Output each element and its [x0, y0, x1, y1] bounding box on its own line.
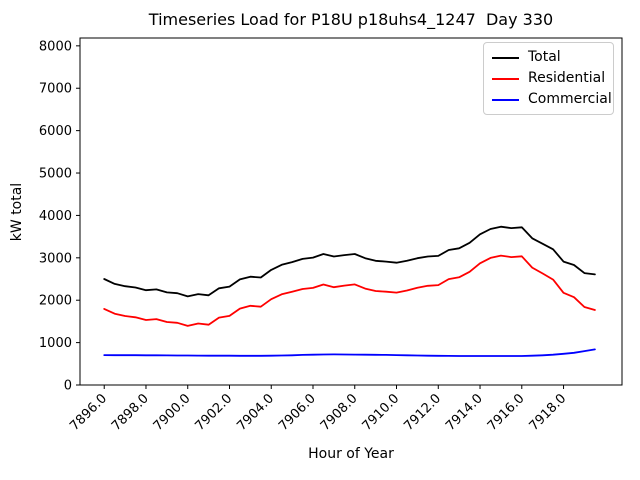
- x-axis-label: Hour of Year: [308, 446, 394, 462]
- series-line-total: [103, 225, 596, 298]
- legend-item-commercial: Commercial: [492, 89, 612, 110]
- x-tick-label: 7900.0: [151, 391, 194, 434]
- legend-label: Commercial: [528, 91, 612, 107]
- x-tick-label: 7914.0: [443, 391, 486, 434]
- legend-line-icon: [492, 77, 519, 80]
- y-tick-label: 6000: [39, 124, 72, 139]
- x-tick-label: 7912.0: [401, 391, 444, 434]
- y-tick-label: 5000: [39, 167, 72, 182]
- x-tick-label: 7910.0: [360, 391, 403, 434]
- y-tick-label: 3000: [39, 251, 72, 266]
- legend: Total Residential Commercial: [483, 42, 614, 115]
- y-tick-label: 1000: [39, 336, 72, 351]
- legend-line-icon: [492, 56, 519, 59]
- x-tick-label: 7916.0: [485, 391, 528, 434]
- x-tick-label: 7896.0: [67, 391, 110, 434]
- legend-label: Total: [528, 49, 561, 65]
- legend-item-residential: Residential: [492, 68, 605, 89]
- y-tick-label: 2000: [39, 294, 72, 309]
- x-tick-label: 7902.0: [193, 391, 236, 434]
- legend-label: Residential: [528, 70, 606, 86]
- y-tick-label: 0: [64, 379, 72, 394]
- x-tick-label: 7898.0: [109, 391, 152, 434]
- y-tick-label: 4000: [39, 209, 72, 224]
- x-tick-label: 7908.0: [318, 391, 361, 434]
- legend-item-total: Total: [492, 47, 605, 68]
- x-tick-label: 7918.0: [527, 391, 570, 434]
- axes-border: [79, 37, 623, 386]
- x-tick-label: 7906.0: [276, 391, 319, 434]
- y-tick-label: 7000: [39, 82, 72, 97]
- series-line-residential: [103, 254, 596, 327]
- series-line-commercial: [103, 348, 596, 357]
- legend-line-icon: [492, 98, 519, 101]
- y-tick-label: 8000: [39, 39, 72, 54]
- chart-title: Timeseries Load for P18U p18uhs4_1247 Da…: [148, 10, 554, 29]
- x-tick-label: 7904.0: [234, 391, 277, 434]
